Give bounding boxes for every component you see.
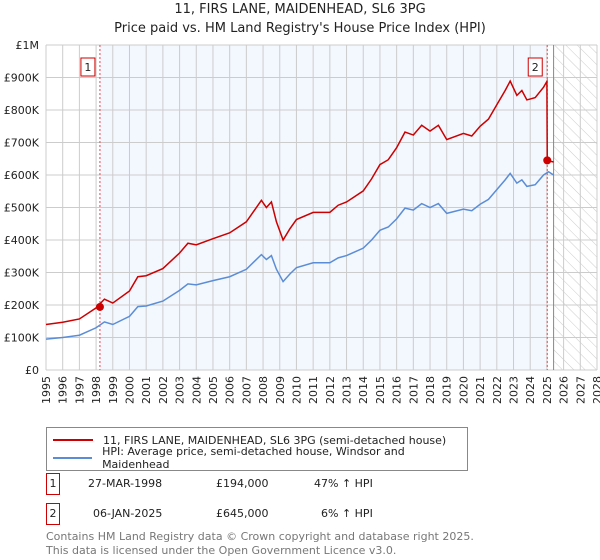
x-tick-label: 2004	[190, 376, 203, 404]
y-tick-label: £200K	[4, 299, 40, 312]
x-tick-label: 2012	[324, 376, 337, 404]
sale-marker-box	[80, 57, 96, 77]
x-tick-label: 2018	[424, 376, 437, 404]
x-tick-label: 2002	[157, 376, 170, 404]
chart-title: 11, FIRS LANE, MAIDENHEAD, SL6 3PG	[174, 2, 426, 17]
sale-marker-label: 2	[532, 61, 539, 74]
x-tick-label: 2025	[541, 376, 554, 404]
x-tick-label: 2016	[391, 376, 404, 404]
series-line	[45, 170, 554, 340]
transaction-date: 06-JAN-2025	[93, 507, 163, 520]
series-line	[45, 78, 554, 326]
y-tick-label: £900K	[4, 72, 40, 85]
sale-point	[543, 156, 552, 165]
y-tick-label: £100K	[4, 332, 40, 345]
transaction-date: 27-MAR-1998	[88, 477, 163, 490]
x-tick-label: 2005	[207, 376, 220, 404]
x-tick-label: 2027	[574, 376, 587, 404]
x-tick-label: 2023	[508, 376, 521, 404]
transaction-hpi: 47% ↑ HPI	[314, 477, 373, 490]
x-tick-label: 2014	[357, 376, 370, 404]
legend-label-property: 11, FIRS LANE, MAIDENHEAD, SL6 3PG (semi…	[103, 433, 447, 447]
transaction-row: 2 06-JAN-2025 £645,000 6% ↑ HPI	[46, 503, 446, 525]
x-tick-label: 1999	[107, 376, 120, 404]
x-tick-label: 2006	[224, 376, 237, 404]
x-tick-label: 2021	[474, 376, 487, 404]
y-tick-label: £400K	[4, 234, 40, 247]
transaction-price: £194,000	[216, 477, 269, 490]
transaction-marker: 1	[46, 473, 60, 495]
legend-swatch-blue	[53, 457, 93, 459]
transaction-hpi: 6% ↑ HPI	[321, 507, 373, 520]
x-tick-label: 2000	[123, 376, 136, 404]
footer-licence: This data is licensed under the Open Gov…	[46, 544, 397, 557]
legend: 11, FIRS LANE, MAIDENHEAD, SL6 3PG (semi…	[46, 427, 468, 471]
x-tick-label: 2024	[524, 376, 537, 404]
chart-subtitle: Price paid vs. HM Land Registry's House …	[114, 21, 486, 36]
x-tick-label: 2007	[240, 376, 253, 404]
legend-swatch-red	[53, 439, 93, 441]
transaction-marker: 2	[46, 503, 60, 525]
y-tick-label: £700K	[4, 137, 40, 150]
y-tick-label: £600K	[4, 169, 40, 182]
x-tick-label: 1998	[90, 376, 103, 404]
x-tick-label: 2009	[274, 376, 287, 404]
y-tick-label: £300K	[4, 267, 40, 280]
x-tick-label: 2003	[174, 376, 187, 404]
x-tick-label: 1997	[73, 376, 86, 404]
y-tick-label: £0	[25, 364, 39, 377]
y-tick-label: £500K	[4, 202, 40, 215]
legend-label-hpi: HPI: Average price, semi-detached house,…	[102, 445, 405, 471]
footer-copyright: Contains HM Land Registry data © Crown c…	[46, 530, 474, 543]
x-tick-label: 2001	[140, 376, 153, 404]
x-tick-label: 2022	[491, 376, 504, 404]
x-tick-label: 1995	[40, 376, 53, 404]
transaction-row: 1 27-MAR-1998 £194,000 47% ↑ HPI	[46, 473, 446, 495]
x-tick-label: 2028	[591, 376, 600, 404]
x-tick-label: 2013	[341, 376, 354, 404]
sale-marker-box	[527, 57, 543, 77]
x-tick-label: 2008	[257, 376, 270, 404]
x-tick-label: 2026	[558, 376, 571, 404]
x-tick-label: 2015	[374, 376, 387, 404]
x-tick-label: 2011	[307, 376, 320, 404]
x-tick-label: 2019	[441, 376, 454, 404]
sale-marker-label: 1	[84, 61, 91, 74]
transaction-price: £645,000	[216, 507, 269, 520]
x-tick-label: 2020	[457, 376, 470, 404]
x-tick-label: 1996	[57, 376, 70, 404]
y-tick-label: £800K	[4, 104, 40, 117]
chart-plot: 1995 1996 1997 1998 1999 2000 2001 2002 2003 2004…	[4, 39, 600, 404]
x-tick-label: 2010	[290, 376, 303, 404]
y-tick-label: £1M	[16, 39, 40, 52]
sale-point	[95, 302, 104, 311]
x-tick-label: 2017	[407, 376, 420, 404]
